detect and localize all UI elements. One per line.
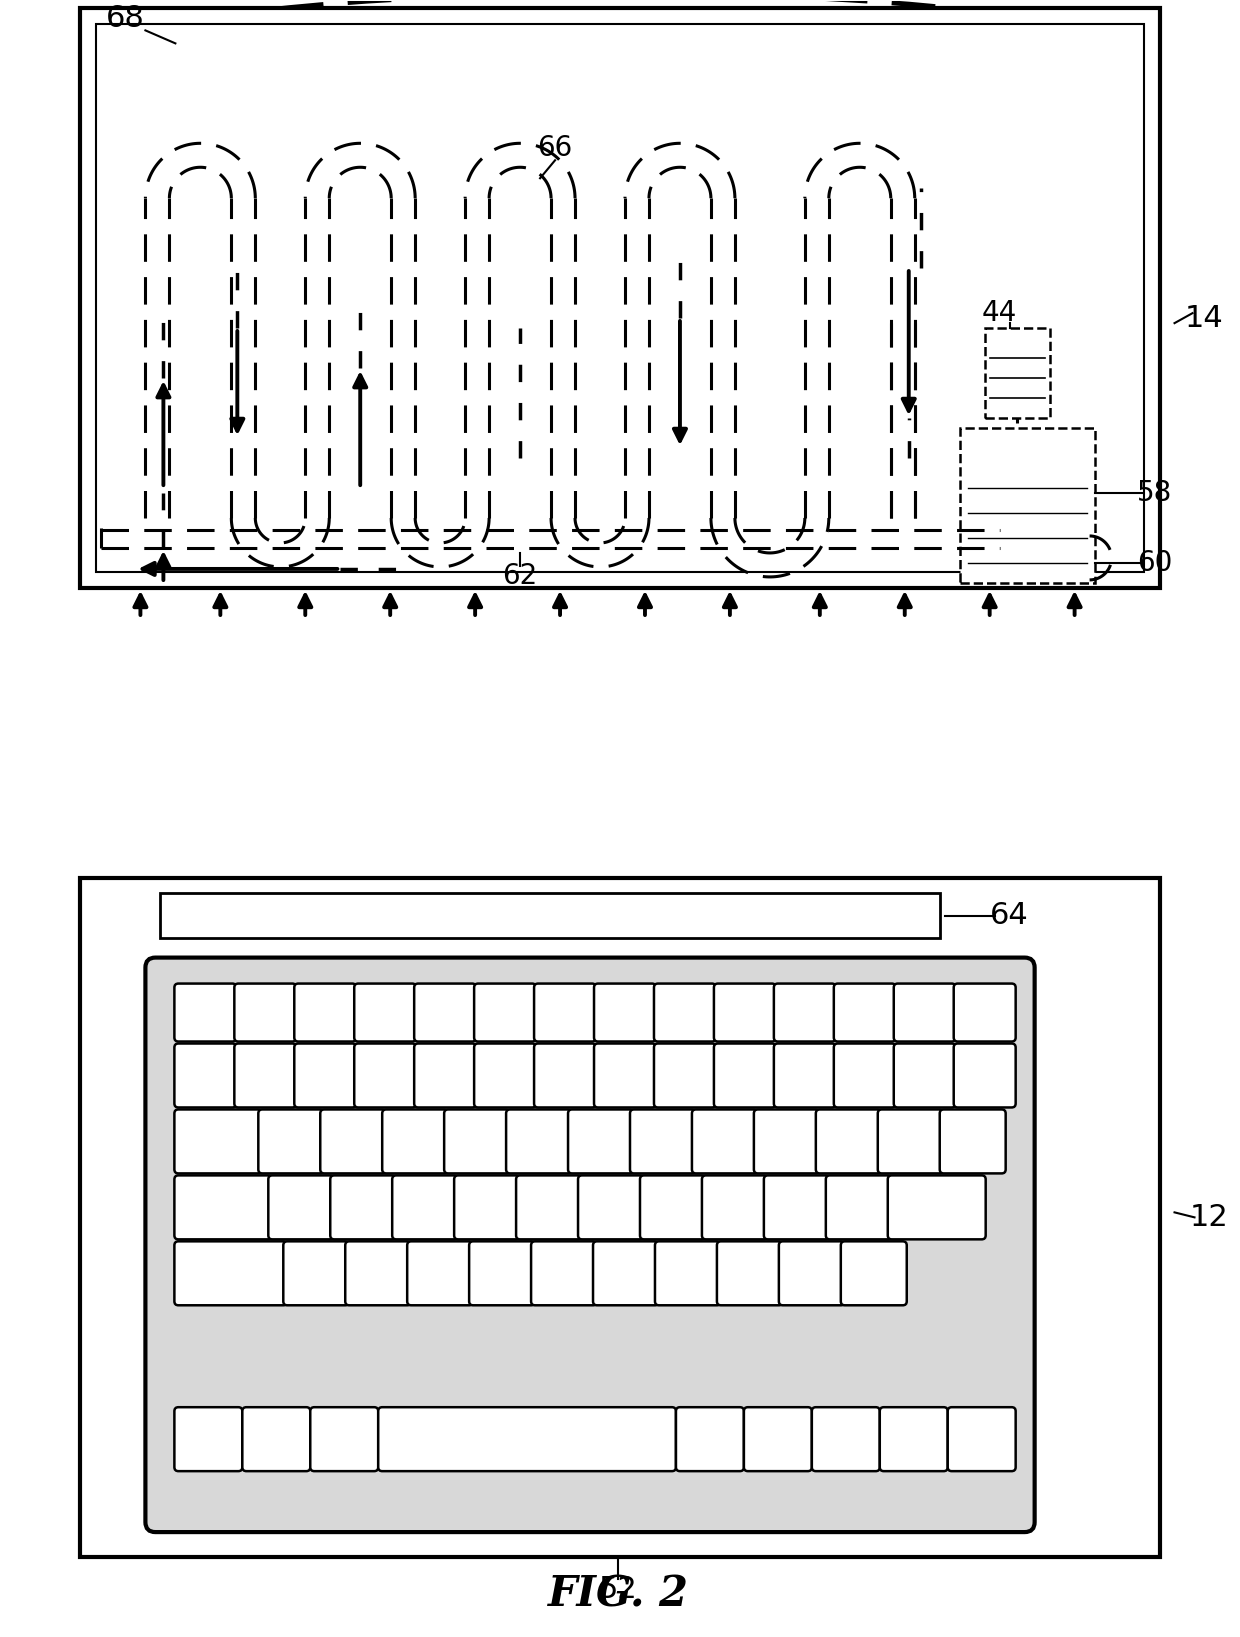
FancyBboxPatch shape: [382, 1110, 448, 1174]
FancyBboxPatch shape: [594, 1043, 656, 1108]
Bar: [81, 877, 1159, 1557]
FancyBboxPatch shape: [268, 1175, 335, 1239]
FancyBboxPatch shape: [454, 1175, 520, 1239]
Text: 62: 62: [502, 561, 538, 589]
FancyBboxPatch shape: [894, 1043, 956, 1108]
FancyBboxPatch shape: [534, 984, 596, 1041]
FancyBboxPatch shape: [653, 984, 715, 1041]
Text: 14: 14: [1185, 303, 1224, 332]
FancyBboxPatch shape: [392, 1175, 458, 1239]
FancyBboxPatch shape: [175, 1408, 242, 1472]
FancyBboxPatch shape: [630, 1110, 696, 1174]
FancyBboxPatch shape: [833, 1043, 895, 1108]
FancyBboxPatch shape: [407, 1241, 474, 1305]
FancyBboxPatch shape: [234, 1043, 296, 1108]
Text: 68: 68: [105, 3, 145, 33]
Text: 58: 58: [1137, 480, 1172, 507]
FancyBboxPatch shape: [320, 1110, 386, 1174]
FancyBboxPatch shape: [258, 1110, 324, 1174]
FancyBboxPatch shape: [714, 1043, 776, 1108]
FancyBboxPatch shape: [779, 1241, 844, 1305]
FancyBboxPatch shape: [175, 1043, 237, 1108]
FancyBboxPatch shape: [378, 1408, 676, 1472]
FancyBboxPatch shape: [175, 1175, 273, 1239]
FancyBboxPatch shape: [954, 1043, 1016, 1108]
FancyBboxPatch shape: [833, 984, 895, 1041]
FancyBboxPatch shape: [744, 1408, 812, 1472]
Bar: [985, 327, 1049, 417]
FancyBboxPatch shape: [754, 1110, 820, 1174]
FancyBboxPatch shape: [355, 1043, 417, 1108]
Bar: [160, 892, 940, 938]
Text: 12: 12: [1190, 1203, 1229, 1233]
FancyBboxPatch shape: [879, 1408, 947, 1472]
FancyBboxPatch shape: [717, 1241, 782, 1305]
FancyBboxPatch shape: [444, 1110, 510, 1174]
FancyBboxPatch shape: [242, 1408, 310, 1472]
FancyBboxPatch shape: [175, 1110, 263, 1174]
FancyBboxPatch shape: [534, 1043, 596, 1108]
FancyBboxPatch shape: [878, 1110, 944, 1174]
FancyBboxPatch shape: [578, 1175, 644, 1239]
FancyBboxPatch shape: [593, 1241, 658, 1305]
Text: 64: 64: [991, 900, 1029, 930]
FancyBboxPatch shape: [355, 984, 417, 1041]
FancyBboxPatch shape: [774, 984, 836, 1041]
FancyBboxPatch shape: [474, 1043, 536, 1108]
Bar: [97, 25, 1143, 571]
FancyBboxPatch shape: [506, 1110, 572, 1174]
Text: 66: 66: [537, 134, 573, 162]
Text: 44: 44: [982, 300, 1017, 327]
FancyBboxPatch shape: [414, 984, 476, 1041]
FancyBboxPatch shape: [826, 1175, 892, 1239]
FancyBboxPatch shape: [294, 1043, 356, 1108]
FancyBboxPatch shape: [640, 1175, 706, 1239]
FancyBboxPatch shape: [283, 1241, 350, 1305]
FancyBboxPatch shape: [469, 1241, 536, 1305]
Text: FIG. 2: FIG. 2: [548, 1573, 688, 1616]
FancyBboxPatch shape: [175, 984, 237, 1041]
FancyBboxPatch shape: [894, 984, 956, 1041]
FancyBboxPatch shape: [330, 1175, 397, 1239]
FancyBboxPatch shape: [345, 1241, 412, 1305]
FancyBboxPatch shape: [653, 1043, 715, 1108]
FancyBboxPatch shape: [888, 1175, 986, 1239]
Text: 52: 52: [599, 1575, 637, 1604]
FancyBboxPatch shape: [940, 1110, 1006, 1174]
FancyBboxPatch shape: [474, 984, 536, 1041]
FancyBboxPatch shape: [702, 1175, 768, 1239]
FancyBboxPatch shape: [175, 1241, 288, 1305]
FancyBboxPatch shape: [531, 1241, 596, 1305]
Text: 60: 60: [1137, 548, 1172, 576]
FancyBboxPatch shape: [812, 1408, 879, 1472]
FancyBboxPatch shape: [816, 1110, 882, 1174]
FancyBboxPatch shape: [714, 984, 776, 1041]
FancyBboxPatch shape: [954, 984, 1016, 1041]
FancyBboxPatch shape: [234, 984, 296, 1041]
FancyBboxPatch shape: [774, 1043, 836, 1108]
Bar: [960, 427, 1095, 583]
FancyBboxPatch shape: [310, 1408, 378, 1472]
FancyBboxPatch shape: [947, 1408, 1016, 1472]
FancyBboxPatch shape: [414, 1043, 476, 1108]
FancyBboxPatch shape: [676, 1408, 744, 1472]
FancyBboxPatch shape: [692, 1110, 758, 1174]
FancyBboxPatch shape: [145, 958, 1034, 1532]
FancyBboxPatch shape: [655, 1241, 720, 1305]
FancyBboxPatch shape: [516, 1175, 582, 1239]
FancyBboxPatch shape: [294, 984, 356, 1041]
FancyBboxPatch shape: [841, 1241, 906, 1305]
FancyBboxPatch shape: [594, 984, 656, 1041]
FancyBboxPatch shape: [568, 1110, 634, 1174]
Bar: [81, 8, 1159, 588]
FancyBboxPatch shape: [764, 1175, 830, 1239]
